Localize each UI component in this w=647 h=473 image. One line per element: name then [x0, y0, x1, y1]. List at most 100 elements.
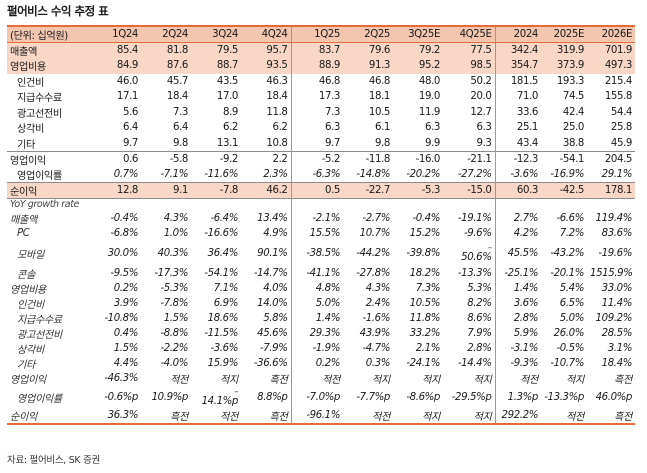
yoy-cell: -8.8%: [160, 328, 188, 339]
yoy-cell: 11.4%: [601, 298, 633, 309]
table-cell: -16.0: [393, 150, 443, 167]
table-cell: -16.9%: [550, 168, 584, 180]
yoy-cell: 45.6%: [257, 328, 288, 339]
yoy-value: 14.1%p: [201, 396, 239, 407]
table-cell: 19.0: [418, 91, 440, 103]
yoy-cell: -0.6%p: [104, 391, 138, 403]
table-cell: -15.0: [443, 181, 495, 198]
yoy-cell: 적지: [443, 408, 495, 425]
yoy-cell: -14.7%: [253, 268, 288, 279]
table-cell: 193.3: [556, 75, 585, 87]
table-cell: 93.5: [241, 58, 291, 74]
yoy-cell: 1.0%: [163, 227, 189, 239]
yoy-row-label: 기타: [17, 360, 35, 371]
column-header: 2Q25: [343, 25, 393, 43]
yoy-row-label: 영업이익률: [17, 393, 62, 405]
table-cell: 701.9: [587, 42, 635, 58]
source-note: 자료: 펄어비스, SK 증권: [7, 455, 100, 466]
table-cell: -27.2%: [457, 168, 492, 180]
empty-cell: [290, 197, 343, 211]
table-cell: 81.8: [141, 42, 191, 58]
yoy-cell: 5.0%: [290, 296, 343, 311]
yoy-cell: -7.9%: [259, 343, 288, 354]
table-cell: 43.5: [216, 75, 238, 87]
table-cell: -22.7: [343, 181, 393, 198]
yoy-cell: -25.1%: [494, 266, 541, 281]
yoy-cell: 8.2%: [467, 298, 492, 309]
yoy-cell: -11.5%: [204, 328, 238, 339]
table-cell: -42.5: [541, 181, 587, 198]
yoy-cell: 5.3%: [467, 283, 492, 294]
yoy-cell: –14.1%p: [191, 386, 241, 408]
yoy-row: 모바일 30.0% 40.3% 36.4% 90.1% -38.5% -44.2% -39.8…: [7, 240, 635, 266]
yoy-cell: 10.5%: [409, 298, 441, 309]
table-cell: 46.3: [266, 75, 288, 87]
yoy-cell: 11.8%: [409, 313, 441, 324]
table-cell: 60.3: [494, 181, 541, 198]
yoy-cell: 1.4%: [290, 311, 343, 326]
table-cell: 12.8: [95, 181, 141, 198]
yoy-cell: 7.9%: [467, 328, 492, 339]
table-cell: 46.0: [116, 75, 138, 87]
yoy-cell: 13.4%: [257, 213, 288, 224]
yoy-cell: -2.2%: [160, 343, 188, 354]
table-row: 상각비 6.4 6.4 6.2 6.2 6.3 6.1 6.3 6.3 25.1 25.0 25.8: [7, 120, 635, 136]
empty-cell: [343, 197, 393, 211]
table-cell: 6.3: [476, 122, 492, 134]
yoy-row: 콘솔 -9.5% -17.3% -54.1% -14.7% -41.1% -27.8% 18.…: [7, 266, 635, 281]
yoy-cell: 적지: [220, 375, 238, 386]
table-row: 인건비 46.0 45.7 43.5 46.3 46.8 46.8 48.0 50.2 181.5…: [7, 73, 635, 89]
yoy-cell: 4.4%: [113, 358, 139, 369]
table-cell: 0.7%: [113, 168, 139, 180]
yoy-cell: -8.6%p: [406, 391, 440, 403]
yoy-cell: 적전: [541, 408, 587, 425]
yoy-cell: 292.2%: [494, 408, 541, 425]
yoy-cell: 적지: [473, 375, 492, 386]
table-cell: 87.6: [141, 58, 191, 74]
yoy-cell: 18.2%: [409, 268, 441, 279]
yoy-cell: -38.5%: [290, 240, 343, 266]
yoy-cell: -96.1%: [290, 408, 343, 425]
yoy-cell: -9.3%: [494, 356, 541, 371]
yoy-cell: 0.2%: [290, 356, 343, 371]
yoy-cell: -17.3%: [154, 268, 188, 279]
column-header: 1Q25: [290, 25, 343, 43]
table-cell: -6.3%: [290, 166, 343, 182]
yoy-cell: -19.1%: [457, 213, 492, 224]
yoy-cell: 45.5%: [494, 240, 541, 266]
table-cell: 95.7: [241, 42, 291, 58]
yoy-row-label: 매출액: [10, 215, 37, 226]
table-cell: 13.1: [216, 137, 238, 149]
table-cell: 74.5: [562, 91, 584, 103]
table-cell: 6.2: [272, 122, 288, 134]
yoy-cell: 90.1%: [257, 247, 288, 259]
yoy-cell: -10.7%: [550, 358, 584, 369]
table-cell: -9.2: [191, 150, 241, 167]
table-cell: -7.8: [191, 181, 241, 198]
table-cell: 17.0: [216, 91, 238, 103]
yoy-cell: 46.0%p: [595, 391, 633, 403]
yoy-cell: -14.4%: [457, 358, 492, 369]
row-label: 영업비용: [7, 58, 95, 74]
table-cell: 10.5: [368, 106, 390, 118]
table-cell: 319.9: [541, 42, 587, 58]
yoy-cell: -0.4%: [110, 213, 138, 224]
empty-cell: [393, 197, 443, 211]
table-cell: -54.1: [541, 150, 587, 167]
table-cell: 11.9: [418, 106, 440, 118]
yoy-cell: 2.1%: [415, 343, 441, 354]
yoy-cell: 4.0%: [263, 283, 288, 294]
yoy-cell: -7.7%p: [356, 391, 390, 403]
empty-cell: [541, 197, 587, 211]
table-cell: 42.4: [562, 106, 584, 118]
table-cell: -3.6%: [494, 166, 541, 182]
yoy-cell: 15.5%: [290, 226, 343, 240]
yoy-cell: 흑전: [241, 408, 291, 425]
row-label: 지급수수료: [17, 93, 62, 105]
table-cell: -5.2: [290, 150, 343, 167]
table-cell: 79.2: [393, 42, 443, 58]
column-header: 2024: [494, 25, 541, 43]
table-cell: 2.2: [241, 150, 291, 167]
yoy-cell: 33.2%: [409, 328, 441, 339]
yoy-cell: -19.6%: [598, 247, 632, 259]
